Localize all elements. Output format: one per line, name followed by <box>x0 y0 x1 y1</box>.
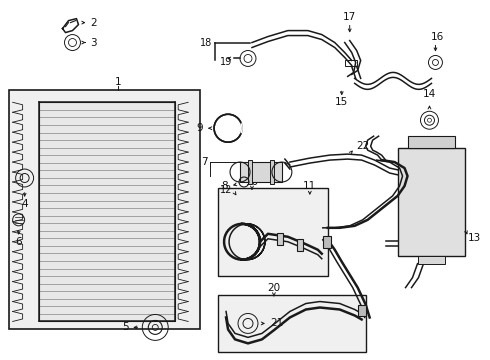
Text: 3: 3 <box>91 37 97 48</box>
Text: 1: 1 <box>115 77 122 87</box>
Text: 11: 11 <box>303 181 317 191</box>
Bar <box>345 60 357 67</box>
Bar <box>417 256 445 264</box>
Text: 22: 22 <box>357 141 370 151</box>
Bar <box>297 239 303 251</box>
Text: 12: 12 <box>220 185 232 195</box>
Text: 14: 14 <box>423 89 436 99</box>
Bar <box>9 90 200 329</box>
Text: 8: 8 <box>221 181 228 191</box>
Text: 18: 18 <box>200 37 212 48</box>
Bar <box>358 305 366 316</box>
Text: 15: 15 <box>335 97 348 107</box>
Bar <box>218 188 328 276</box>
Text: 13: 13 <box>467 233 481 243</box>
Bar <box>323 236 331 248</box>
Text: 16: 16 <box>431 32 444 41</box>
Text: 4: 4 <box>21 199 28 209</box>
Bar <box>408 136 455 148</box>
Bar <box>270 160 274 184</box>
Text: 19: 19 <box>220 58 232 67</box>
Text: 21: 21 <box>270 319 283 328</box>
Bar <box>39 102 175 321</box>
Text: 17: 17 <box>343 12 356 22</box>
Bar <box>277 233 283 244</box>
Text: 2: 2 <box>91 18 97 28</box>
Bar <box>218 294 366 352</box>
Bar <box>397 148 466 256</box>
Text: 9: 9 <box>196 123 203 133</box>
Bar <box>240 162 282 182</box>
Bar <box>248 160 252 184</box>
Text: 10: 10 <box>245 177 259 187</box>
Text: 7: 7 <box>201 157 208 167</box>
Text: 5: 5 <box>122 323 128 332</box>
Text: 6: 6 <box>15 237 22 247</box>
Text: 20: 20 <box>268 283 280 293</box>
